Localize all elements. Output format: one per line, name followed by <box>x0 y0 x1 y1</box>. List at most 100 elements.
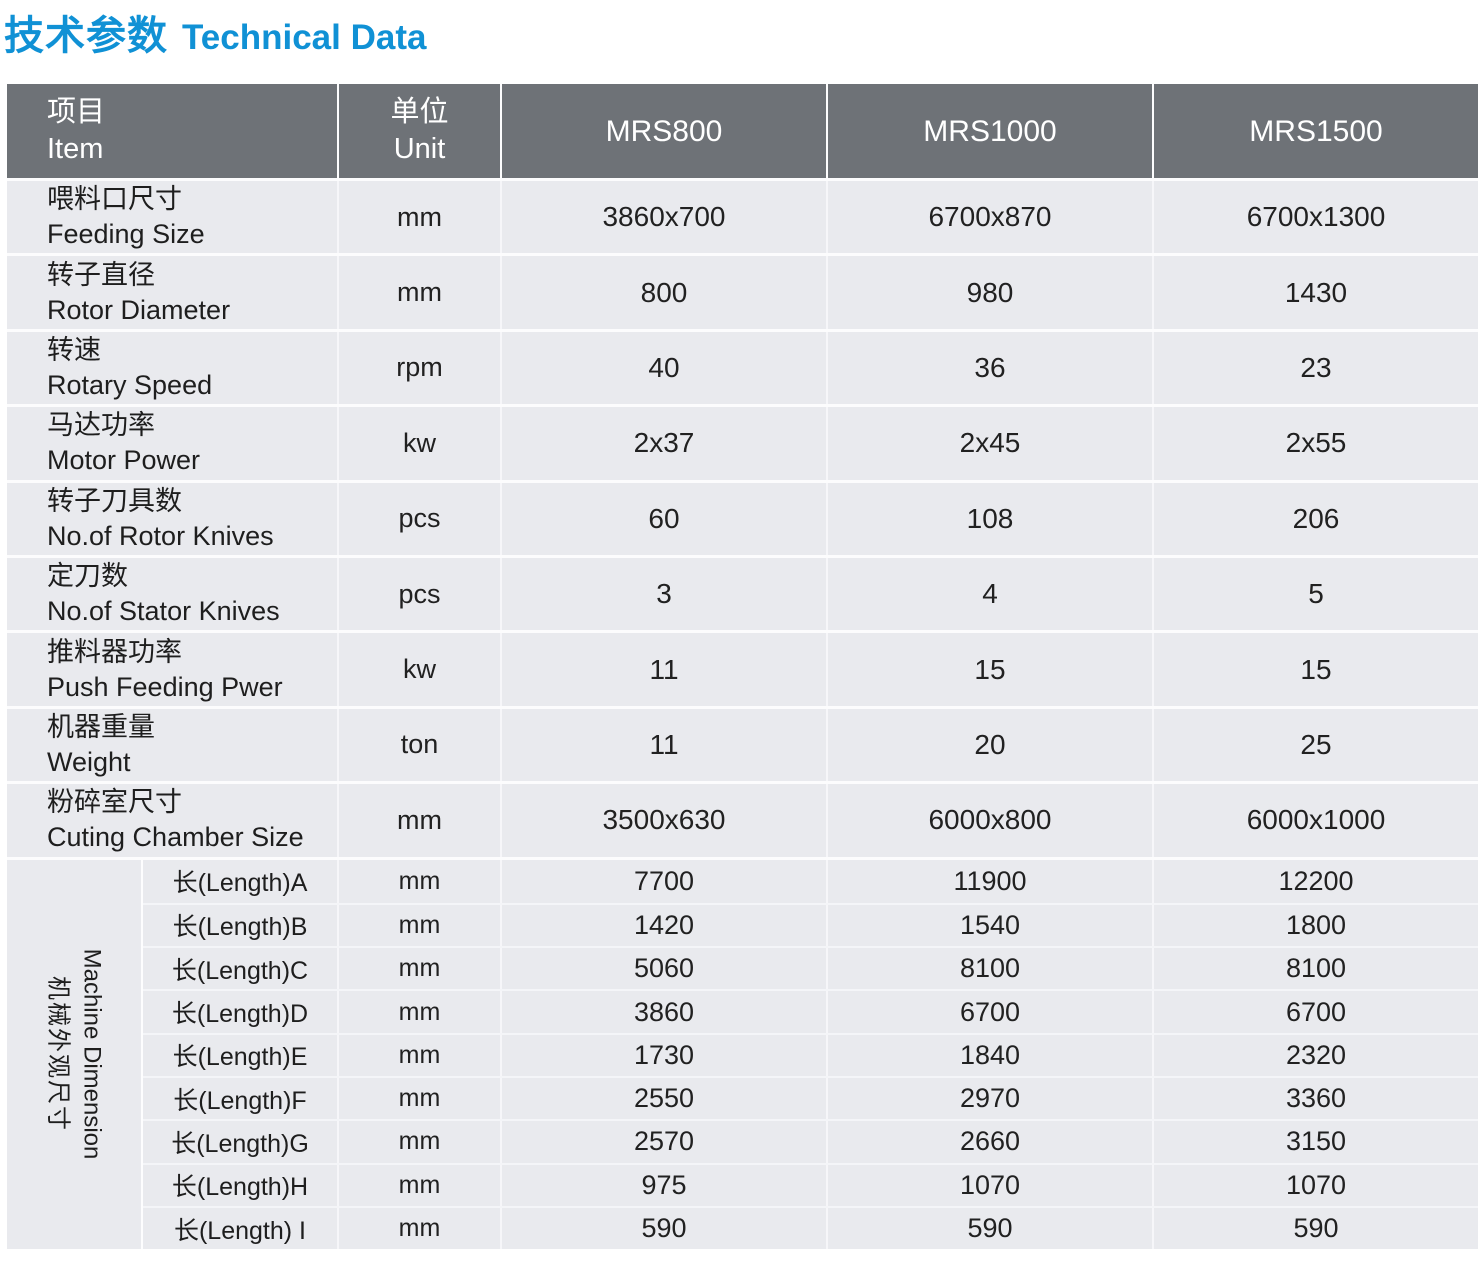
value-mrs1000: 108 <box>826 482 1152 555</box>
dimension-row-f: 长(Length)F mm 2550 2970 3360 <box>143 1076 1478 1120</box>
value-mrs1500: 6000x1000 <box>1152 784 1478 857</box>
dimension-unit: mm <box>337 948 500 990</box>
machine-dimension-group-label: Machine Dimension 机械外观尺寸 <box>7 859 143 1250</box>
value-mrs1000: 1840 <box>826 1034 1152 1076</box>
dimension-unit: mm <box>337 859 500 903</box>
value-mrs800: 975 <box>500 1164 826 1206</box>
dimension-row-i: 长(Length) I mm 590 590 590 <box>143 1205 1478 1250</box>
row-unit: mm <box>337 784 500 857</box>
page-title-cn: 技术参数 <box>4 14 168 58</box>
value-mrs1500: 6700 <box>1152 991 1478 1033</box>
value-mrs800: 2x37 <box>500 407 826 480</box>
value-mrs800: 11 <box>500 633 826 706</box>
row-unit: pcs <box>337 557 500 631</box>
table-row-weight: 机器重量 Weight ton 11 20 25 <box>7 705 1478 782</box>
value-mrs1000: 11900 <box>826 859 1152 903</box>
value-mrs800: 590 <box>500 1207 826 1250</box>
value-mrs1000: 6700x870 <box>826 181 1152 254</box>
technical-data-table: 项目 Item 单位 Unit MRS800 MRS1000 MRS1500 喂… <box>7 84 1478 1250</box>
value-mrs1500: 590 <box>1152 1207 1478 1250</box>
header-item-en: Item <box>47 133 104 165</box>
row-unit: kw <box>337 407 500 480</box>
dimension-row-a: 长(Length)A mm 7700 11900 12200 <box>143 859 1478 903</box>
dimension-label: 长(Length)C <box>171 956 309 985</box>
value-mrs1500: 15 <box>1152 633 1478 706</box>
row-label: 转速 Rotary Speed <box>7 332 337 404</box>
row-label-cn: 马达功率 <box>47 410 155 441</box>
page-title: 技术参数 Technical Data <box>0 0 1478 74</box>
value-mrs1000: 1070 <box>826 1164 1152 1206</box>
value-mrs1500: 1430 <box>1152 256 1478 329</box>
dimension-row-g: 长(Length)G mm 2570 2660 3150 <box>143 1119 1478 1163</box>
row-label: 转子刀具数 No.of Rotor Knives <box>7 483 337 555</box>
header-unit-cn: 单位 <box>390 96 449 128</box>
page-title-en: Technical Data <box>182 18 427 57</box>
dimension-label: 长(Length)E <box>172 1043 308 1072</box>
header-model-mrs1500: MRS1500 <box>1152 84 1478 178</box>
row-label: 转子直径 Rotor Diameter <box>7 256 337 328</box>
row-label-en: Motor Power <box>47 445 201 476</box>
row-unit: ton <box>337 708 500 782</box>
header-item: 项目 Item <box>7 84 337 178</box>
row-label-cn: 定刀数 <box>47 561 128 592</box>
dimension-row-c: 长(Length)C mm 5060 8100 8100 <box>143 946 1478 990</box>
value-mrs800: 800 <box>500 256 826 329</box>
row-unit: rpm <box>337 331 500 405</box>
dimension-label: 长(Length)H <box>171 1173 309 1202</box>
row-label: 马达功率 Motor Power <box>7 407 337 479</box>
value-mrs1000: 6700 <box>826 991 1152 1033</box>
row-unit: mm <box>337 181 500 254</box>
row-label: 粉碎室尺寸 Cuting Chamber Size <box>7 784 337 856</box>
dimension-label: 长(Length)F <box>173 1086 307 1115</box>
value-mrs1000: 4 <box>826 557 1152 631</box>
header-unit-en: Unit <box>393 133 446 165</box>
value-mrs800: 7700 <box>500 859 826 903</box>
header-model-mrs1000: MRS1000 <box>826 84 1152 178</box>
dimension-unit: mm <box>337 991 500 1033</box>
dimension-unit: mm <box>337 1121 500 1163</box>
value-mrs800: 5060 <box>500 948 826 990</box>
dimension-label: 长(Length)A <box>172 869 308 898</box>
table-row-rotary-speed: 转速 Rotary Speed rpm 40 36 23 <box>7 328 1478 405</box>
dimension-label: 长(Length) I <box>173 1216 306 1245</box>
value-mrs1500: 206 <box>1152 482 1478 555</box>
value-mrs800: 2570 <box>500 1121 826 1163</box>
value-mrs1500: 8100 <box>1152 948 1478 990</box>
value-mrs1000: 6000x800 <box>826 784 1152 857</box>
dimension-label: 长(Length)D <box>171 1000 309 1029</box>
header-item-cn: 项目 <box>47 96 106 128</box>
row-label-cn: 转子直径 <box>47 259 155 290</box>
value-mrs1000: 20 <box>826 708 1152 782</box>
row-label-en: Rotor Diameter <box>47 294 231 325</box>
row-label-en: Weight <box>47 746 131 777</box>
value-mrs800: 1420 <box>500 904 826 947</box>
value-mrs1500: 6700x1300 <box>1152 181 1478 254</box>
table-row-motor-power: 马达功率 Motor Power kw 2x37 2x45 2x55 <box>7 404 1478 480</box>
value-mrs1000: 2x45 <box>826 407 1152 480</box>
row-label-en: Rotary Speed <box>47 369 213 400</box>
row-unit: mm <box>337 256 500 329</box>
value-mrs1500: 23 <box>1152 331 1478 405</box>
row-unit: kw <box>337 633 500 706</box>
value-mrs1500: 2320 <box>1152 1034 1478 1076</box>
value-mrs800: 3500x630 <box>500 784 826 857</box>
row-label-cn: 转子刀具数 <box>47 485 182 516</box>
header-model-mrs800: MRS800 <box>500 84 826 178</box>
table-row-push-feeding-power: 推料器功率 Push Feeding Pwer kw 11 15 15 <box>7 630 1478 706</box>
value-mrs1500: 1800 <box>1152 904 1478 947</box>
value-mrs800: 1730 <box>500 1034 826 1076</box>
value-mrs1500: 2x55 <box>1152 407 1478 480</box>
row-label: 机器重量 Weight <box>7 709 337 781</box>
value-mrs1500: 1070 <box>1152 1164 1478 1206</box>
row-label-cn: 转速 <box>47 334 101 365</box>
value-mrs1500: 3150 <box>1152 1121 1478 1163</box>
value-mrs1000: 590 <box>826 1207 1152 1250</box>
row-label-cn: 喂料口尺寸 <box>47 184 182 215</box>
machine-dimension-label-cn: 机械外观尺寸 <box>44 976 72 1133</box>
value-mrs1000: 2970 <box>826 1078 1152 1120</box>
row-label-en: Cuting Chamber Size <box>47 822 304 853</box>
table-header-row: 项目 Item 单位 Unit MRS800 MRS1000 MRS1500 <box>7 84 1478 178</box>
value-mrs1000: 15 <box>826 633 1152 706</box>
value-mrs1000: 2660 <box>826 1121 1152 1163</box>
